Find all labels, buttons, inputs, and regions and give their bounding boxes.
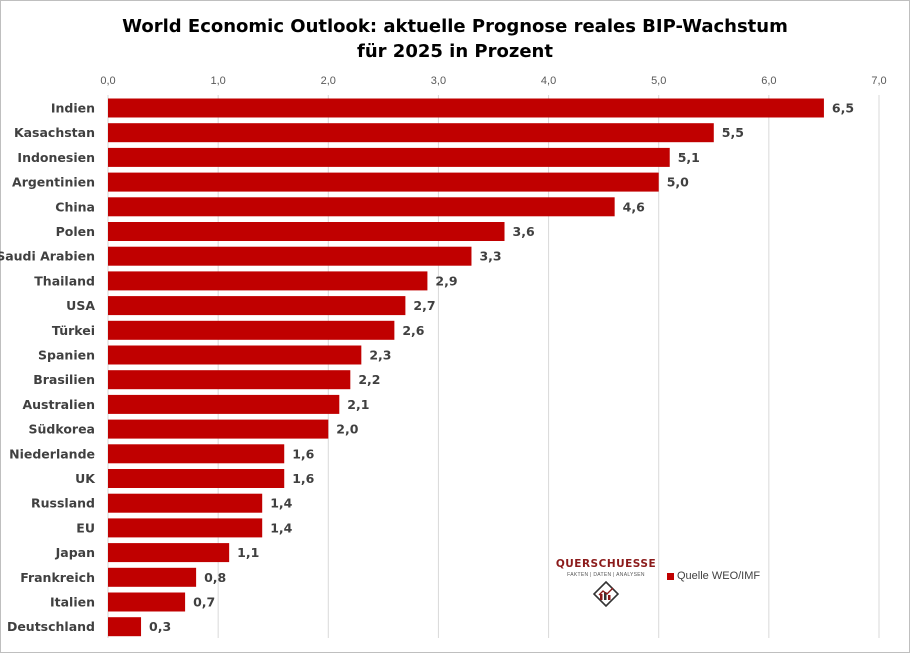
bar [108,320,395,340]
logo-name: QUERSCHUESSE [555,558,657,570]
category-label: Niederlande [9,446,95,461]
data-label: 2,6 [402,323,424,338]
category-label: Japan [55,545,95,560]
bar [108,444,285,464]
bar [108,518,263,538]
chart-title: World Economic Outlook: aktuelle Prognos… [0,14,910,64]
bar [108,592,186,612]
category-label: EU [76,520,95,535]
legend-swatch [667,572,674,580]
category-label: Türkei [52,323,95,338]
data-label: 5,5 [722,125,744,140]
data-label: 2,2 [358,372,380,387]
x-tick-label: 3,0 [431,75,446,87]
bar [108,370,351,390]
bar [108,246,472,266]
bar [108,123,714,143]
bar [108,394,340,414]
x-tick-label: 7,0 [871,75,886,87]
data-label: 5,0 [667,175,689,190]
data-label: 6,5 [832,101,854,116]
data-label: 3,3 [479,249,501,264]
x-tick-label: 4,0 [541,75,556,87]
bar [108,345,362,365]
data-label: 1,6 [292,471,314,486]
bar [108,98,824,118]
data-label: 4,6 [623,199,645,214]
x-tick-label: 0,0 [100,75,115,87]
data-label: 0,7 [193,595,215,610]
data-label: 0,3 [149,619,171,634]
data-label: 1,4 [270,520,292,535]
bar [108,147,670,167]
category-label: Südkorea [29,422,96,437]
category-label: China [55,199,95,214]
data-label: 2,9 [435,273,457,288]
category-label: Saudi Arabien [0,249,95,264]
data-label: 1,6 [292,446,314,461]
category-label: Deutschland [7,619,95,634]
logo-chart-icon [593,581,619,607]
bar [108,419,329,439]
data-label: 1,4 [270,496,292,511]
chart-title-line-1: World Economic Outlook: aktuelle Prognos… [122,16,788,37]
category-label: Indonesien [17,150,95,165]
x-tick-label: 2,0 [321,75,336,87]
data-label: 1,1 [237,545,259,560]
category-label: USA [66,298,95,313]
category-label: UK [75,471,96,486]
x-tick-label: 5,0 [651,75,666,87]
data-label: 2,7 [413,298,435,313]
bar [108,469,285,488]
category-label: Frankreich [20,570,95,585]
bar [108,567,197,587]
category-label: Thailand [34,273,95,288]
category-label: Argentinien [12,175,95,190]
x-tick-label: 1,0 [210,75,225,87]
category-label: Australien [22,397,95,412]
bar [108,197,615,217]
category-label: Brasilien [33,372,95,387]
bar [108,493,263,513]
x-tick-label: 6,0 [761,75,776,87]
data-label: 2,1 [347,397,369,412]
category-label: Polen [56,224,95,239]
bar [108,296,406,316]
data-label: 3,6 [513,224,535,239]
logo-tagline: FAKTEN | DATEN | ANALYSEN [567,572,645,578]
legend-label: Quelle WEO/IMF [677,570,761,582]
data-label: 5,1 [678,150,700,165]
category-label: Kasachstan [14,125,95,140]
category-label: Spanien [38,348,95,363]
chart-legend: Quelle WEO/IMF [667,570,760,582]
chart-title-line-2: für 2025 in Prozent [357,41,553,62]
bar [108,222,505,241]
bar [108,271,428,291]
bar [108,543,230,563]
category-label: Indien [51,101,95,116]
category-label: Russland [31,496,95,511]
bar [108,172,659,192]
bar [108,617,142,637]
category-label: Italien [50,595,95,610]
data-label: 0,8 [204,570,226,585]
querschuesse-logo: QUERSCHUESSE FAKTEN | DATEN | ANALYSEN [554,558,658,607]
data-label: 2,3 [369,348,391,363]
data-label: 2,0 [336,422,358,437]
